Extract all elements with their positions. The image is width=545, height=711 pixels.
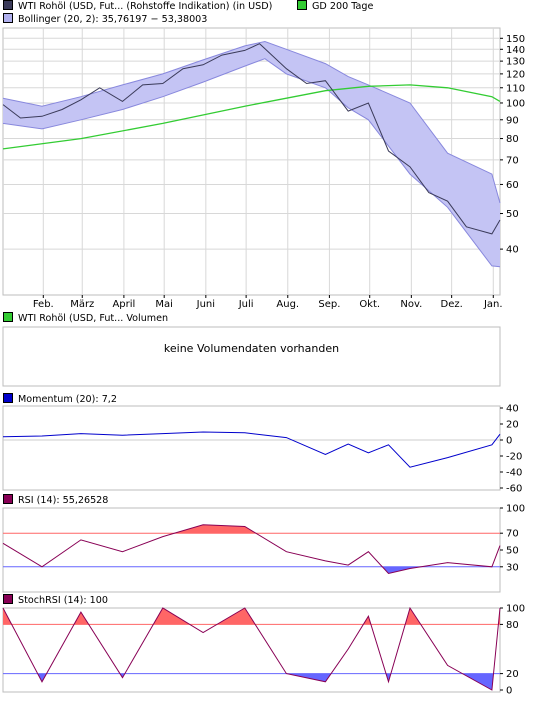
price-y-tick-label: 60 (506, 180, 519, 191)
rsi-panel: 30 50 70 100 (2, 504, 525, 593)
momentum-y-tick-label: -40 (506, 468, 522, 479)
price-y-tick-label: 50 (506, 209, 519, 220)
legend-momentum: Momentum (20): 7,2 (3, 393, 117, 407)
momentum-swatch (3, 393, 13, 403)
rsi-line (2, 524, 501, 575)
momentum-panel: -60 -40 -20 0 20 40 (2, 404, 522, 495)
month-axis: Feb. März April Mai Juni Juli Aug. Sep. Okt. Nov.… (33, 295, 503, 310)
gd200-line (2, 84, 501, 150)
legend-bollinger-label: Bollinger (20, 2): 35,76197 − 53,38003 (18, 14, 208, 25)
price-y-tick-label: 40 (506, 245, 519, 256)
bollinger-upper-line (2, 40, 501, 204)
volume-panel (2, 326, 501, 387)
month-tick-label: April (112, 299, 135, 310)
legend-rsi-label: RSI (14): 55,26528 (18, 495, 109, 506)
momentum-y-tick-label: 0 (506, 436, 512, 447)
momentum-y-axis: -60 -40 -20 0 20 40 (500, 404, 522, 495)
price-y-tick-label: 140 (506, 45, 525, 56)
month-tick-label: Juli (238, 299, 254, 310)
legend-bollinger: Bollinger (20, 2): 35,76197 − 53,38003 (3, 13, 207, 27)
month-tick-label: Mai (155, 299, 173, 310)
stochrsi-y-tick-label: 80 (506, 620, 519, 631)
legend-price: WTI Rohöl (USD, Fut... (Rohstoffe Indika… (3, 0, 272, 14)
legend-rsi: RSI (14): 55,26528 (3, 494, 108, 508)
price-swatch (3, 0, 13, 10)
rsi-y-axis: 30 50 70 100 (500, 504, 525, 573)
month-tick-label: Dez. (441, 299, 463, 310)
month-tick-label: Jan. (483, 299, 503, 310)
stochrsi-extreme-fills (3, 608, 500, 690)
legend-volume-label: WTI Rohöl (USD, Fut... Volumen (18, 313, 169, 324)
legend-gd200-label: GD 200 Tage (312, 1, 374, 12)
legend-volume: WTI Rohöl (USD, Fut... Volumen (3, 312, 168, 326)
month-tick-label: März (70, 299, 94, 310)
stochrsi-y-tick-label: 20 (506, 669, 519, 680)
rsi-oversold-fill (3, 566, 500, 574)
legend-price-label: WTI Rohöl (USD, Fut... (Rohstoffe Indika… (18, 1, 273, 12)
volume-no-data-message: keine Volumendaten vorhanden (163, 342, 340, 355)
rsi-y-tick-label: 50 (506, 546, 519, 557)
rsi-extreme-fills (3, 524, 500, 574)
momentum-line (2, 431, 501, 468)
rsi-swatch (3, 494, 13, 504)
stochrsi-y-axis: 0 20 80 100 (500, 604, 525, 697)
price-line (2, 43, 501, 235)
volume-swatch (3, 312, 13, 322)
momentum-y-tick-label: 40 (506, 404, 519, 415)
month-tick-label: Okt. (359, 299, 380, 310)
stochrsi-y-tick-label: 0 (506, 686, 512, 697)
price-y-tick-label: 80 (506, 134, 519, 145)
stochrsi-overbought-fill (3, 608, 500, 625)
stochrsi-panel: 0 20 80 100 (2, 604, 525, 697)
rsi-overbought-fill (3, 524, 500, 534)
legend-gd200: GD 200 Tage (297, 0, 373, 14)
legend-stochrsi-label: StochRSI (14): 100 (18, 595, 108, 606)
price-y-tick-label: 110 (506, 83, 525, 94)
rsi-y-tick-label: 100 (506, 504, 525, 515)
momentum-y-tick-label: -60 (506, 484, 522, 495)
momentum-y-tick-label: -20 (506, 452, 522, 463)
stochrsi-swatch (3, 594, 13, 604)
price-y-tick-label: 150 (506, 34, 525, 45)
price-y-tick-label: 90 (506, 115, 519, 126)
month-tick-label: Feb. (33, 299, 54, 310)
rsi-y-tick-label: 30 (506, 562, 519, 573)
month-tick-label: Juni (196, 299, 215, 310)
stochrsi-y-tick-label: 100 (506, 604, 525, 615)
gd200-swatch (297, 0, 307, 10)
stochrsi-line (2, 606, 501, 691)
momentum-panel-frame (2, 405, 501, 491)
month-tick-label: Aug. (276, 299, 299, 310)
rsi-panel-frame (2, 507, 501, 593)
rsi-y-tick-label: 70 (506, 529, 519, 540)
legend-stochrsi: StochRSI (14): 100 (3, 594, 108, 608)
month-tick-label: Sep. (318, 299, 340, 310)
legend-momentum-label: Momentum (20): 7,2 (18, 394, 117, 405)
price-y-tick-label: 130 (506, 57, 525, 68)
bollinger-lower-line (2, 58, 501, 268)
bollinger-swatch (3, 13, 13, 23)
price-y-tick-label: 70 (506, 155, 519, 166)
price-y-tick-label: 120 (506, 69, 525, 80)
month-tick-label: Nov. (400, 299, 422, 310)
price-y-tick-label: 100 (506, 98, 525, 109)
momentum-y-tick-label: 20 (506, 420, 519, 431)
